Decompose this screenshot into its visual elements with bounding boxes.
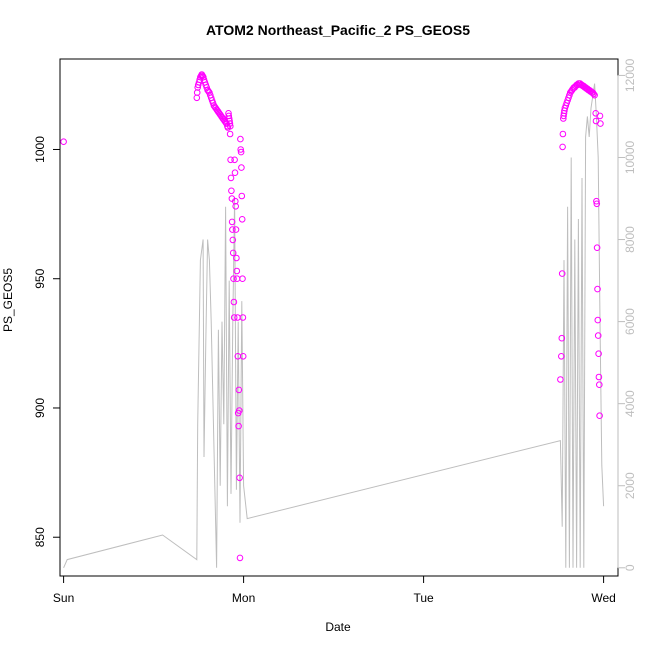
data-point xyxy=(559,143,566,151)
data-point xyxy=(227,156,234,164)
x-tick-label: Wed xyxy=(591,591,615,605)
data-point xyxy=(229,249,237,257)
y-axis-right: 0 2000 4000 6000 8000 10000 12000 xyxy=(617,58,637,571)
data-point xyxy=(60,138,67,145)
data-point xyxy=(593,200,601,208)
data-point xyxy=(596,412,603,420)
y-tick-label: 900 xyxy=(33,398,47,418)
series-line xyxy=(63,83,605,569)
data-point xyxy=(237,135,244,143)
data-point xyxy=(232,203,239,210)
y-tick-label: 1000 xyxy=(33,136,47,163)
data-point xyxy=(236,407,243,414)
data-point xyxy=(238,164,245,171)
x-tick-label: Mon xyxy=(232,591,255,605)
data-point xyxy=(227,174,235,182)
data-point xyxy=(226,120,234,127)
data-point xyxy=(594,285,601,293)
data-point xyxy=(233,267,241,275)
data-point xyxy=(558,270,566,277)
data-point xyxy=(229,236,237,244)
data-point xyxy=(239,353,247,360)
data-point xyxy=(559,130,567,138)
y-tick-label: 850 xyxy=(33,527,47,547)
x-tick-label: Sun xyxy=(53,591,74,605)
data-point xyxy=(239,275,246,283)
data-point xyxy=(205,88,212,95)
data-point xyxy=(558,353,565,360)
data-point xyxy=(237,148,245,156)
y2-tick-label: 12000 xyxy=(623,58,637,92)
data-point xyxy=(231,169,239,176)
data-point xyxy=(231,156,238,164)
data-point xyxy=(227,122,234,130)
data-point xyxy=(594,332,602,339)
data-point xyxy=(228,187,235,195)
data-point xyxy=(597,120,604,127)
data-point xyxy=(230,275,237,283)
data-point xyxy=(558,334,566,342)
data-point xyxy=(591,91,598,99)
data-point xyxy=(236,554,244,562)
data-point xyxy=(233,254,240,262)
y2-tick-label: 8000 xyxy=(623,226,637,253)
data-point xyxy=(232,226,240,233)
data-point xyxy=(557,376,564,383)
data-point xyxy=(590,90,598,98)
data-point xyxy=(230,298,238,306)
plot-box xyxy=(59,58,619,577)
chart-title: ATOM2 Northeast_Pacific_2 PS_GEOS5 xyxy=(206,22,470,38)
data-point xyxy=(595,373,603,381)
y2-tick-label: 0 xyxy=(623,564,637,571)
data-point xyxy=(229,226,236,233)
y2-tick-label: 2000 xyxy=(623,472,637,499)
data-point xyxy=(235,422,242,430)
line-layer xyxy=(63,83,605,569)
data-point xyxy=(237,146,244,153)
x-axis-label: Date xyxy=(325,620,351,634)
data-point xyxy=(222,119,229,126)
x-axis: Sun Mon Tue Wed xyxy=(53,575,616,605)
y2-tick-label: 6000 xyxy=(623,308,637,335)
data-point xyxy=(238,216,246,223)
data-point xyxy=(226,130,234,138)
points-layer xyxy=(60,71,604,562)
data-point xyxy=(593,197,600,205)
data-point xyxy=(238,192,246,200)
data-point xyxy=(228,218,236,226)
data-point xyxy=(593,244,601,251)
data-point xyxy=(596,381,603,389)
y-axis-label: PS_GEOS5 xyxy=(1,268,15,332)
y-tick-label: 950 xyxy=(33,268,47,288)
data-point xyxy=(595,350,602,358)
y2-tick-label: 10000 xyxy=(623,140,637,174)
data-point xyxy=(594,316,602,324)
x-tick-label: Tue xyxy=(413,591,434,605)
data-point xyxy=(236,474,243,482)
y-axis-left: 850 900 950 1000 xyxy=(33,136,61,547)
data-point xyxy=(235,386,243,394)
data-point xyxy=(596,112,604,120)
data-point xyxy=(230,314,238,321)
y2-tick-label: 4000 xyxy=(623,390,637,417)
data-point xyxy=(239,314,247,321)
